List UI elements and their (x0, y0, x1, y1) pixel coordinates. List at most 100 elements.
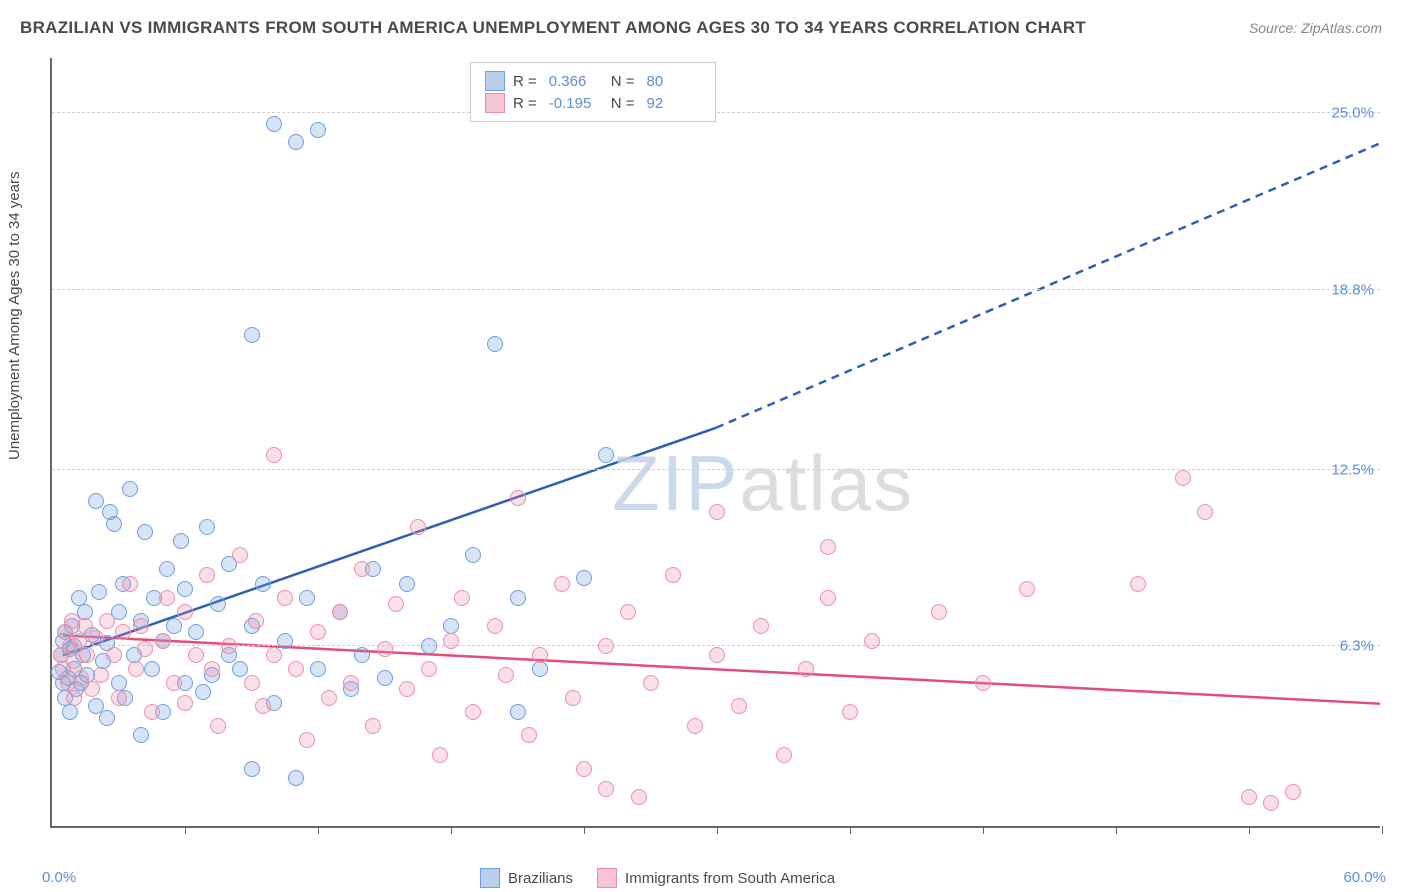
legend-item-brazilians: Brazilians (480, 868, 573, 888)
x-tick (983, 826, 984, 834)
y-tick-label: 6.3% (1340, 638, 1374, 655)
data-point (665, 567, 681, 583)
data-point (1130, 576, 1146, 592)
gridline (52, 645, 1380, 646)
gridline (52, 469, 1380, 470)
x-tick (850, 826, 851, 834)
data-point (51, 664, 67, 680)
data-point (68, 681, 84, 697)
data-point (343, 675, 359, 691)
data-point (73, 670, 89, 686)
r-value-brazilians: 0.366 (549, 73, 603, 90)
data-point (687, 718, 703, 734)
y-tick-label: 18.8% (1331, 281, 1374, 298)
data-point (53, 647, 69, 663)
data-point (166, 675, 182, 691)
data-point (232, 547, 248, 563)
data-point (244, 675, 260, 691)
data-point (177, 604, 193, 620)
data-point (310, 661, 326, 677)
gridline (52, 289, 1380, 290)
trend-line-0 (63, 428, 716, 656)
data-point (443, 618, 459, 634)
series-name-immigrants: Immigrants from South America (625, 870, 835, 887)
data-point (115, 624, 131, 640)
legend-row-brazilians: R = 0.366 N = 80 (485, 71, 701, 91)
data-point (84, 627, 100, 643)
data-point (244, 327, 260, 343)
data-point (64, 613, 80, 629)
data-point (73, 675, 89, 691)
data-point (210, 718, 226, 734)
data-point (299, 590, 315, 606)
data-point (266, 447, 282, 463)
data-point (399, 576, 415, 592)
data-point (266, 116, 282, 132)
data-point (643, 675, 659, 691)
data-point (487, 336, 503, 352)
data-point (365, 561, 381, 577)
data-point (255, 576, 271, 592)
r-value-immigrants: -0.195 (549, 95, 603, 112)
data-point (776, 747, 792, 763)
legend-row-immigrants: R = -0.195 N = 92 (485, 93, 701, 113)
data-point (115, 576, 131, 592)
data-point (84, 681, 100, 697)
data-point (133, 613, 149, 629)
y-axis-label: Unemployment Among Ages 30 to 34 years (6, 171, 23, 460)
data-point (465, 547, 481, 563)
data-point (62, 641, 78, 657)
data-point (1263, 795, 1279, 811)
data-point (510, 590, 526, 606)
data-point (66, 653, 82, 669)
data-point (57, 624, 73, 640)
data-point (221, 647, 237, 663)
data-point (388, 596, 404, 612)
chart-title: BRAZILIAN VS IMMIGRANTS FROM SOUTH AMERI… (20, 18, 1086, 38)
data-point (510, 490, 526, 506)
data-point (709, 504, 725, 520)
data-point (122, 576, 138, 592)
data-point (199, 519, 215, 535)
data-point (310, 122, 326, 138)
data-point (399, 681, 415, 697)
n-label: N = (611, 73, 635, 90)
data-point (576, 761, 592, 777)
data-point (498, 667, 514, 683)
data-point (221, 638, 237, 654)
data-point (144, 704, 160, 720)
data-point (159, 590, 175, 606)
n-value-immigrants: 92 (647, 95, 701, 112)
n-label: N = (611, 95, 635, 112)
x-tick (1382, 826, 1383, 834)
data-point (122, 481, 138, 497)
data-point (288, 134, 304, 150)
swatch-immigrants (485, 93, 505, 113)
data-point (111, 604, 127, 620)
data-point (188, 647, 204, 663)
source-label: Source: ZipAtlas.com (1249, 20, 1382, 36)
n-value-brazilians: 80 (647, 73, 701, 90)
x-axis-max-label: 60.0% (1343, 869, 1386, 886)
data-point (244, 618, 260, 634)
data-point (133, 618, 149, 634)
data-point (137, 524, 153, 540)
data-point (99, 635, 115, 651)
data-point (1019, 581, 1035, 597)
series-name-brazilians: Brazilians (508, 870, 573, 887)
data-point (332, 604, 348, 620)
data-point (1175, 470, 1191, 486)
data-point (155, 704, 171, 720)
x-tick (584, 826, 585, 834)
data-point (71, 590, 87, 606)
data-point (332, 604, 348, 620)
data-point (798, 661, 814, 677)
x-tick (451, 826, 452, 834)
data-point (410, 519, 426, 535)
data-point (57, 690, 73, 706)
data-point (753, 618, 769, 634)
data-point (75, 647, 91, 663)
data-point (554, 576, 570, 592)
data-point (421, 661, 437, 677)
data-point (266, 695, 282, 711)
